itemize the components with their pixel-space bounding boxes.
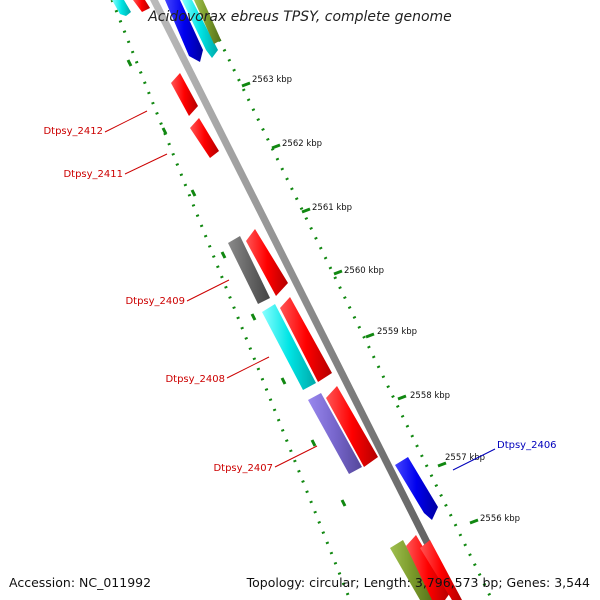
leader-line xyxy=(274,445,318,468)
accession-text: Accession: NC_011992 xyxy=(9,575,152,590)
tick-mark xyxy=(397,394,407,401)
tick-label: 2561 kbp xyxy=(312,203,352,213)
topology-text: Topology: circular; Length: 3,796,573 bp… xyxy=(246,575,590,590)
feature-cyan xyxy=(182,0,218,58)
inner-major-ticks xyxy=(126,59,347,507)
gene-label-dtpsy-2409: Dtpsy_2409 xyxy=(125,279,230,307)
feature-red xyxy=(280,297,332,382)
feature-red xyxy=(406,535,450,600)
tick-label: 2556 kbp xyxy=(480,514,520,524)
tick-mark xyxy=(365,332,375,339)
leader-line xyxy=(186,279,230,302)
feature-olive xyxy=(390,540,434,600)
feature-gray xyxy=(228,236,270,304)
leader-line xyxy=(226,356,270,379)
feature-purple xyxy=(308,393,362,474)
gene-label-dtpsy-2411: Dtpsy_2411 xyxy=(63,153,168,180)
tick-mark xyxy=(437,461,447,468)
tick-mark xyxy=(301,207,311,214)
tick-label: 2560 kbp xyxy=(344,266,384,276)
leader-line xyxy=(124,153,168,175)
gene-label: Dtpsy_2409 xyxy=(125,296,185,307)
gene-label: Dtpsy_2407 xyxy=(213,463,273,474)
tick-mark xyxy=(469,518,479,525)
gene-label-dtpsy-2408: Dtpsy_2408 xyxy=(165,356,270,385)
tick-label: 2562 kbp xyxy=(282,139,322,149)
tick-group: 2558 kbp xyxy=(397,391,450,401)
tick-label: 2557 kbp xyxy=(445,453,485,463)
feature-cyan xyxy=(112,0,131,16)
tick-group: 2563 kbp xyxy=(241,75,292,88)
feature-blue xyxy=(395,457,438,520)
leader-line xyxy=(104,110,148,133)
feature-blue xyxy=(165,0,203,62)
feature-track xyxy=(112,0,462,600)
feature-cyan xyxy=(262,304,316,390)
tick-group: 2556 kbp xyxy=(469,514,520,525)
tick-mark xyxy=(241,81,251,88)
feature-red xyxy=(326,386,378,467)
tick-mark xyxy=(271,143,281,150)
gene-label-dtpsy-2407: Dtpsy_2407 xyxy=(213,445,318,474)
tick-label: 2558 kbp xyxy=(410,391,450,401)
genome-backbone xyxy=(150,0,460,600)
gene-label: Dtpsy_2411 xyxy=(63,169,123,180)
gene-label-dtpsy-2412: Dtpsy_2412 xyxy=(43,110,148,137)
feature-red xyxy=(420,540,462,600)
outer-tick-ring xyxy=(198,0,494,600)
gene-label-dtpsy-2406: Dtpsy_2406 xyxy=(452,440,557,471)
gene-label: Dtpsy_2406 xyxy=(497,440,557,451)
gene-label: Dtpsy_2412 xyxy=(43,126,103,137)
tick-group: 2557 kbp xyxy=(437,453,485,468)
tick-mark xyxy=(333,269,343,276)
leader-line xyxy=(452,448,496,471)
feature-red xyxy=(246,229,288,296)
tick-group: 2560 kbp xyxy=(333,266,384,276)
tick-group: 2561 kbp xyxy=(301,203,352,214)
tick-group: 2562 kbp xyxy=(271,139,322,150)
map-title: Acidovorax ebreus TPSY, complete genome xyxy=(148,9,452,25)
feature-red xyxy=(133,0,150,12)
tick-label: 2559 kbp xyxy=(377,327,417,337)
tick-group: 2559 kbp xyxy=(365,327,417,339)
tick-label: 2563 kbp xyxy=(252,75,292,85)
feature-red xyxy=(190,118,219,158)
feature-olive xyxy=(194,0,221,44)
gene-label: Dtpsy_2408 xyxy=(165,374,225,385)
feature-red xyxy=(171,73,198,116)
